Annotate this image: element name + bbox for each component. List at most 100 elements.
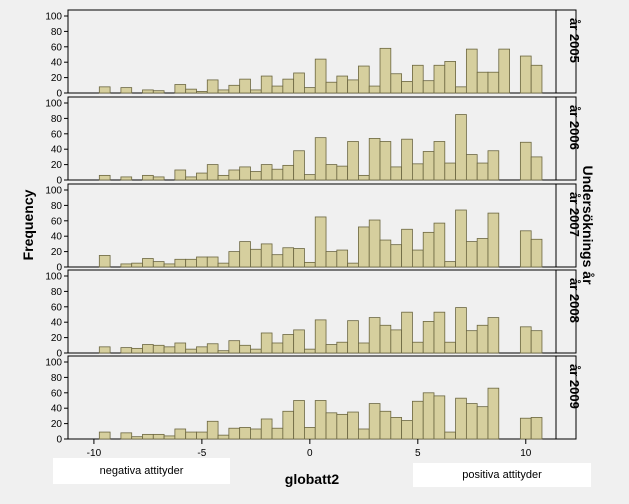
histogram-bar (250, 428, 262, 440)
x-tick-label: -5 (197, 448, 206, 459)
facet-strip (555, 183, 577, 268)
histogram-bar (131, 262, 143, 268)
x-tick-label: 0 (307, 448, 313, 459)
y-tick-label: 0 (56, 435, 62, 446)
histogram-bar (412, 249, 424, 268)
histogram-bar (530, 417, 543, 440)
histogram-bar (487, 212, 500, 268)
histogram-bar (476, 324, 489, 354)
histogram-bar (487, 387, 500, 440)
histogram-bar (131, 436, 143, 440)
y-tick-label: 0 (56, 263, 62, 274)
histogram-bar (487, 317, 500, 354)
histogram-bar (131, 347, 143, 354)
histogram-bar (260, 418, 273, 440)
histogram-bar (325, 344, 338, 354)
histogram-bar (476, 238, 489, 268)
histogram-bar (401, 420, 413, 440)
histogram-bar (325, 164, 338, 181)
histogram-bar (98, 255, 111, 268)
histogram-bar (465, 154, 478, 181)
y-tick-label: 80 (51, 27, 63, 38)
y-tick-label: 40 (51, 404, 63, 415)
histogram-bar (185, 258, 197, 268)
histogram-bar (379, 141, 392, 181)
histogram-bar (401, 81, 413, 94)
histogram-bar (120, 263, 133, 268)
histogram-bar (250, 89, 262, 94)
histogram-bar (239, 166, 251, 181)
histogram-bar (379, 324, 392, 354)
histogram-bar (185, 88, 197, 94)
histogram-bar (174, 169, 187, 181)
histogram-bar (314, 400, 327, 440)
panel-year-label: år 2007 (567, 192, 582, 237)
panel-year-label: år 2009 (567, 364, 582, 409)
facet-strip (555, 96, 577, 181)
histogram-bar (293, 72, 305, 94)
histogram-bar (519, 326, 532, 354)
histogram-bar (422, 231, 435, 268)
histogram-bar (304, 87, 316, 94)
histogram-bar (314, 216, 327, 268)
histogram-bar (174, 258, 187, 268)
histogram-bar (174, 342, 187, 354)
histogram-bar (271, 427, 284, 440)
histogram-bar (519, 230, 532, 268)
histogram-bar (455, 86, 467, 94)
histogram-bar (206, 420, 219, 440)
y-tick-label: 100 (45, 99, 62, 110)
histogram-bar (336, 341, 349, 354)
histogram-bar (444, 261, 456, 268)
y-tick-label: 80 (51, 114, 63, 125)
histogram-bar (217, 262, 230, 268)
histogram-bar (336, 249, 349, 268)
histogram-bar (98, 174, 111, 181)
histogram-bar (379, 410, 392, 440)
histogram-bar (401, 311, 413, 354)
y-tick-label: 60 (51, 302, 63, 313)
panel-year-label: år 2008 (567, 278, 582, 323)
histogram-bar (358, 226, 370, 268)
histogram-bar (455, 209, 467, 268)
histogram-bar (271, 342, 284, 354)
histogram-bar (476, 406, 489, 440)
histogram-bar (530, 156, 543, 181)
histogram-bar (368, 138, 381, 181)
histogram-bar (390, 244, 403, 268)
histogram-bar (174, 84, 187, 94)
panel-year-label: år 2006 (567, 105, 582, 150)
histogram-bar (239, 427, 251, 440)
y-tick-label: 0 (56, 349, 62, 360)
histogram-bar (206, 343, 219, 354)
histogram-bar (304, 348, 316, 354)
histogram-bar (260, 164, 273, 181)
histogram-bar (228, 84, 241, 94)
histogram-bar (206, 256, 219, 268)
facet-strip (555, 355, 577, 440)
histogram-bar (142, 258, 154, 268)
histogram-bar (498, 48, 510, 94)
histogram-bar (368, 317, 381, 354)
histogram-bar (433, 64, 446, 94)
histogram-bar (336, 75, 349, 94)
y-tick-label: 20 (51, 247, 63, 258)
histogram-bar (120, 432, 133, 440)
histogram-bar (196, 91, 208, 94)
histogram-bar (239, 78, 251, 94)
histogram-bar (282, 410, 295, 440)
histogram-bar (444, 162, 456, 181)
histogram-bar (293, 150, 305, 181)
histogram-bar (185, 431, 197, 440)
y-tick-label: 60 (51, 216, 63, 227)
histogram-bar (455, 397, 467, 440)
y-tick-label: 80 (51, 373, 63, 384)
histogram-bar (476, 162, 489, 181)
histogram-bar (412, 64, 424, 94)
histogram-bar (271, 85, 284, 94)
histogram-bar (465, 48, 478, 94)
histogram-bar (152, 90, 165, 94)
histogram-bar (465, 403, 478, 440)
histogram-bar (196, 346, 208, 354)
